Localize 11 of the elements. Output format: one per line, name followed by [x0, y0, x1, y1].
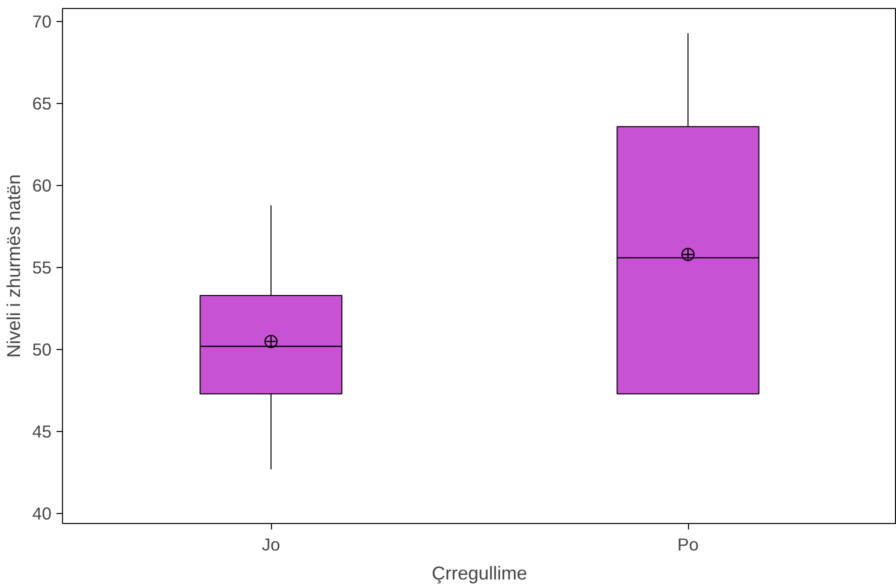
y-axis-title: Niveli i zhurmës natën [3, 174, 24, 358]
y-tick-label: 45 [32, 422, 52, 442]
x-tick-label: Po [677, 534, 699, 554]
y-tick-label: 40 [32, 504, 52, 524]
y-tick-label: 65 [32, 94, 52, 114]
x-axis-title: Çrregullime [432, 562, 528, 584]
y-tick-label: 55 [32, 258, 52, 278]
x-tick-label: Jo [262, 534, 280, 554]
y-tick-label: 60 [32, 176, 52, 196]
y-tick-label: 50 [32, 340, 52, 360]
y-tick-label: 70 [32, 12, 52, 32]
